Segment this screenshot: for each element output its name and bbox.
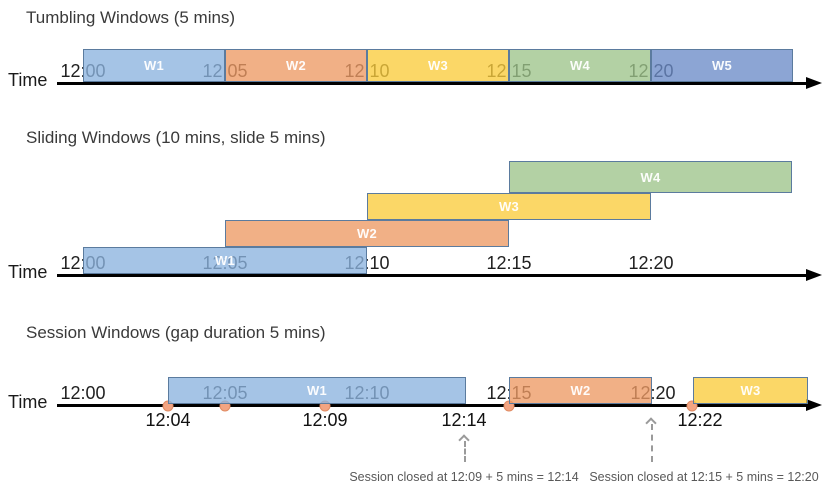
window-label: W2 — [570, 383, 591, 398]
window-label: W5 — [711, 58, 733, 73]
window-label: W1 — [143, 58, 165, 73]
tick-label-12:00: 12:00 — [60, 383, 106, 403]
time-axis-line — [57, 399, 822, 411]
window-session-w3: W3 — [693, 377, 808, 404]
window-label: W1 — [306, 383, 328, 398]
time-axis-line — [57, 77, 822, 89]
section-title: Tumbling Windows (5 mins) — [26, 8, 236, 27]
event-time-label-12:09: 12:09 — [302, 410, 348, 430]
section-title: Sliding Windows (10 mins, slide 5 mins) — [26, 128, 326, 147]
window-label: W4 — [640, 169, 661, 185]
time-axis-line — [57, 269, 822, 281]
window-sliding-w4: W4 — [509, 161, 792, 193]
window-tumbling-w2: W2 — [225, 49, 367, 82]
dashed-arrow-line — [464, 441, 466, 462]
tick-label-12:15: 12:15 — [486, 253, 532, 273]
window-session-w1: W1 — [168, 377, 466, 404]
event-dot-5 — [686, 400, 698, 411]
window-label: W2 — [285, 58, 307, 73]
axis-arrowhead-icon — [806, 269, 822, 281]
window-label: W2 — [356, 226, 378, 241]
dashed-arrow-line — [651, 424, 653, 462]
window-label: W3 — [498, 199, 520, 214]
window-sliding-w2: W2 — [225, 220, 509, 247]
window-label: W3 — [740, 383, 761, 398]
time-axis-label: Time — [8, 392, 48, 412]
session-closed-annotation-1: Session closed at 12:09 + 5 mins = 12:14 — [349, 470, 579, 484]
window-tumbling-w5: W5 — [651, 49, 793, 82]
axis-arrowhead-icon — [806, 399, 822, 411]
window-tumbling-w1: W1 — [83, 49, 225, 82]
window-sliding-w3: W3 — [367, 193, 651, 220]
window-tumbling-w4: W4 — [509, 49, 651, 82]
window-tumbling-w3: W3 — [367, 49, 509, 82]
event-time-label-12:14: 12:14 — [441, 410, 487, 430]
window-label: W3 — [427, 58, 449, 73]
window-label: W4 — [569, 58, 591, 73]
time-axis-label: Time — [8, 262, 48, 282]
window-session-w2: W2 — [509, 377, 652, 404]
time-axis-label: Time — [8, 70, 48, 90]
tick-label-12:20: 12:20 — [628, 253, 674, 273]
section-title: Session Windows (gap duration 5 mins) — [26, 323, 326, 342]
window-sliding-w1: W1 — [83, 247, 367, 274]
session-closed-annotation-2: Session closed at 12:15 + 5 mins = 12:20 — [589, 470, 819, 484]
axis-arrowhead-icon — [806, 77, 822, 89]
event-time-label-12:22: 12:22 — [677, 410, 723, 430]
window-label: W1 — [214, 253, 236, 268]
event-time-label-12:04: 12:04 — [145, 410, 191, 430]
